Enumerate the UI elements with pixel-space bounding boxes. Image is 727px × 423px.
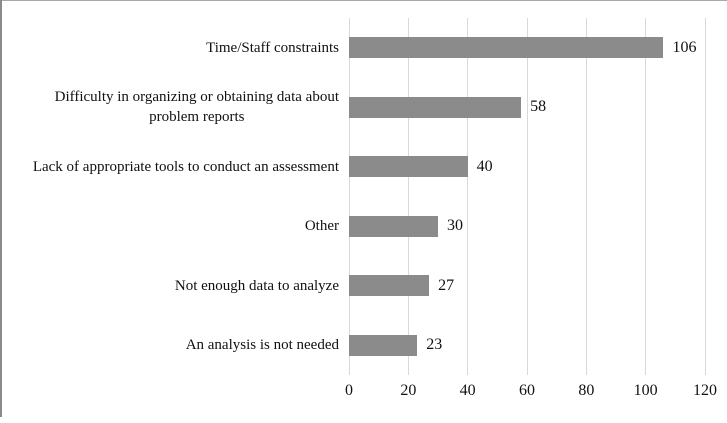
bar (349, 215, 438, 237)
x-tick-label: 40 (459, 382, 476, 399)
x-tick-label: 0 (345, 382, 353, 399)
gridline (645, 18, 647, 375)
gridline (407, 18, 409, 375)
bar (349, 156, 468, 178)
x-tick-label: 120 (693, 382, 717, 399)
value-label: 106 (672, 38, 697, 56)
category-label-text: Lack of appropriate tools to conduct an … (32, 158, 339, 175)
x-tick-label: 60 (519, 382, 535, 399)
figure-border-left (0, 0, 2, 417)
category-label: Difficulty in organizing or obtaining da… (0, 78, 339, 138)
category-label-text: Difficulty in organizing or obtaining da… (54, 89, 339, 126)
value-label: 23 (426, 336, 443, 354)
category-label-text: Other (304, 218, 339, 235)
value-label: 27 (438, 276, 455, 294)
category-label-text: An analysis is not needed (185, 337, 339, 354)
value-label: 40 (476, 157, 493, 175)
gridline (467, 18, 469, 375)
category-label-text: Not enough data to analyze (174, 277, 339, 294)
category-label: Time/Staff constraints (0, 18, 339, 78)
category-label: Lack of appropriate tools to conduct an … (0, 137, 339, 197)
bar (349, 96, 522, 118)
bar (349, 37, 664, 59)
x-tick-label: 100 (633, 382, 658, 399)
bar (349, 275, 430, 297)
category-label: Not enough data to analyze (0, 256, 339, 316)
figure-border-top (0, 0, 727, 1)
gridline (585, 18, 587, 375)
value-label: 58 (530, 98, 547, 116)
category-label: An analysis is not needed (0, 316, 339, 376)
bar (349, 334, 418, 356)
x-tick-label: 80 (578, 382, 595, 399)
x-tick-label: 20 (400, 382, 417, 399)
gridline (348, 18, 350, 375)
category-label: Other (0, 197, 339, 257)
value-label: 30 (447, 217, 463, 235)
gridline (526, 18, 528, 375)
gridline (704, 18, 706, 375)
category-label-text: Time/Staff constraints (206, 39, 339, 56)
